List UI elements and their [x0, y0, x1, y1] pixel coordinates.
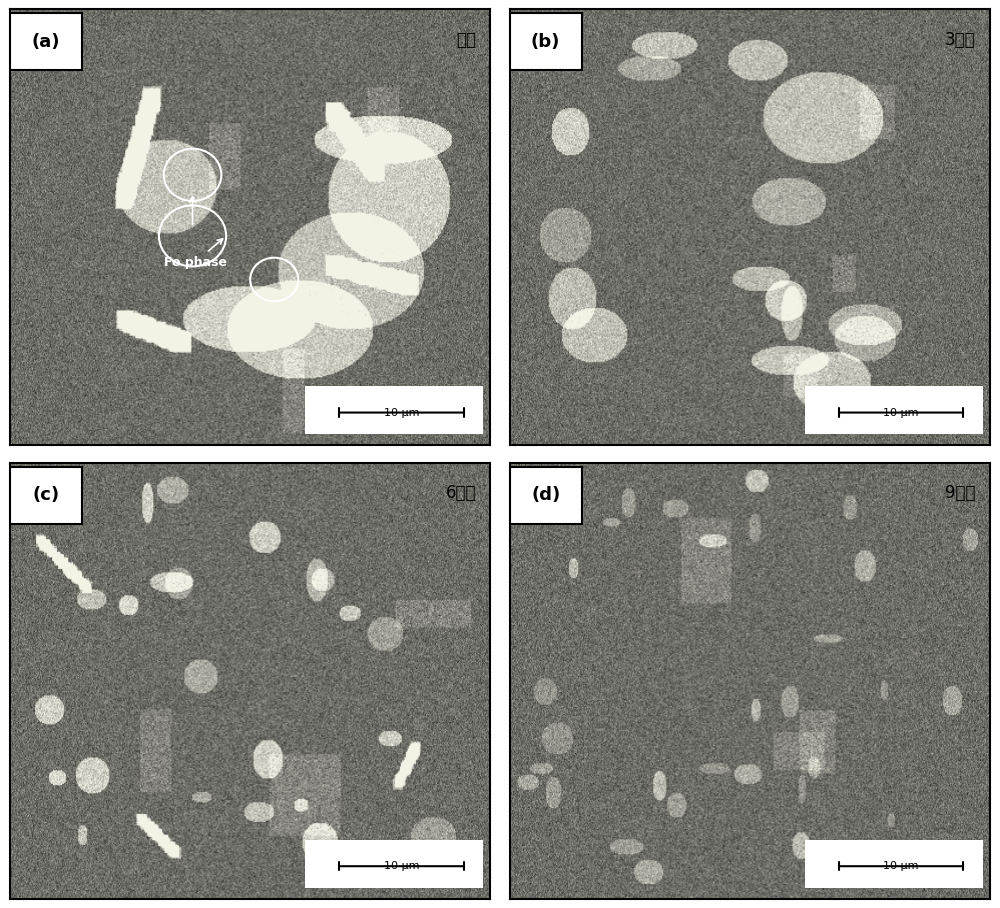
FancyBboxPatch shape	[510, 14, 582, 70]
Text: (a): (a)	[32, 33, 60, 51]
Text: 10 μm: 10 μm	[384, 408, 419, 418]
FancyBboxPatch shape	[305, 387, 483, 434]
Text: 10 μm: 10 μm	[384, 861, 419, 871]
FancyBboxPatch shape	[305, 840, 483, 888]
FancyBboxPatch shape	[805, 840, 983, 888]
Text: (b): (b)	[531, 33, 560, 51]
FancyBboxPatch shape	[10, 467, 82, 524]
Text: 6道次: 6道次	[445, 484, 476, 502]
Text: (d): (d)	[531, 487, 560, 505]
Text: (c): (c)	[32, 487, 60, 505]
FancyBboxPatch shape	[510, 467, 582, 524]
Text: 10 μm: 10 μm	[883, 861, 919, 871]
Text: 10 μm: 10 μm	[883, 408, 919, 418]
FancyBboxPatch shape	[805, 387, 983, 434]
FancyBboxPatch shape	[10, 14, 82, 70]
Text: 铸态: 铸态	[456, 31, 476, 49]
Text: 9道次: 9道次	[945, 484, 976, 502]
Text: 3道次: 3道次	[945, 31, 976, 49]
Text: Fe phase: Fe phase	[164, 239, 227, 269]
